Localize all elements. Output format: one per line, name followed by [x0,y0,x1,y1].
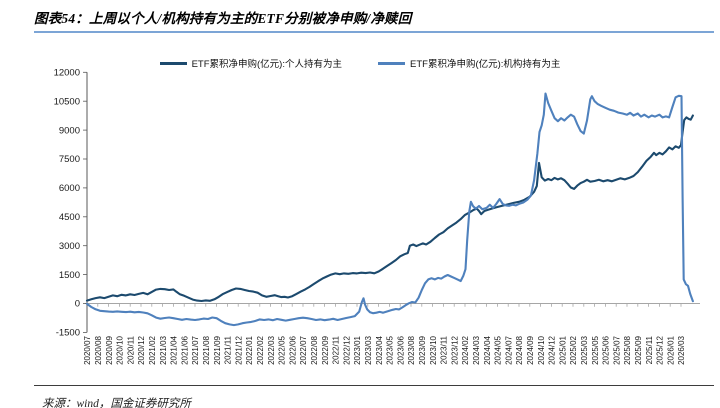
x-axis-label: 2024/08 [515,335,524,364]
x-axis-label: 2022/02 [256,335,265,364]
y-axis-label: 0 [75,299,80,310]
x-axis-label: 2023/04 [375,335,384,364]
x-axis-label: 2024/02 [461,335,470,364]
legend-label-individual: ETF累积净申购(亿元):个人持有为主 [191,59,342,70]
x-axis-label: 2025/12 [656,335,665,364]
x-axis-label: 2020/12 [137,335,146,364]
x-axis-label: 2020/10 [116,335,125,364]
series-line-individual [85,114,694,303]
series-line-institution [85,92,694,327]
x-axis-label: 2024/10 [537,335,546,364]
x-axis-label: 2022/07 [299,335,308,364]
x-axis-label: 2022/03 [267,335,276,364]
x-axis-label: 2023/05 [386,335,395,364]
x-axis-label: 2025/07 [612,335,621,364]
x-axis-label: 2020/08 [94,335,103,364]
y-axis-label: 12000 [54,68,80,79]
footer-divider [34,385,714,386]
x-axis-label: 2023/09 [418,335,427,364]
x-axis-label: 2026/03 [677,335,686,364]
x-axis-label: 2025/01 [558,335,567,364]
legend-item-institution: ETF累积净申购(亿元):机构持有为主 [378,56,560,70]
y-axis-label: 4500 [59,212,80,223]
x-axis-label: 2024/07 [504,335,513,364]
x-axis-label: 2024/09 [526,335,535,364]
x-axis-label: 2021/07 [191,335,200,364]
chart-legend: ETF累积净申购(亿元):个人持有为主 ETF累积净申购(亿元):机构持有为主 [0,56,720,70]
y-axis-label: 6000 [59,183,80,194]
x-axis-label: 2023/06 [396,335,405,364]
x-axis-label: 2020/09 [105,335,114,364]
x-axis-label: 2022/08 [310,335,319,364]
x-axis-label: 2025/06 [602,335,611,364]
y-axis-label: 7500 [59,154,80,165]
x-axis-label: 2024/04 [483,335,492,364]
legend-marker-individual [159,61,187,65]
x-axis-label: 2021/09 [213,335,222,364]
x-axis-label: 2025/11 [645,335,654,364]
x-axis-label: 2024/12 [548,335,557,364]
x-axis-label: 2022/11 [332,335,341,364]
y-axis-label: -1500 [56,328,80,339]
legend-marker-institution [378,61,405,65]
x-axis-label: 2023/11 [440,335,449,364]
x-axis-label: 2024/03 [472,335,481,364]
y-axis-label: 3000 [59,241,80,252]
x-axis-label: 2025/09 [634,335,643,364]
x-axis-label: 2023/12 [450,335,459,364]
x-axis-label: 2021/12 [234,335,243,364]
x-axis-label: 2025/02 [569,335,578,364]
y-axis-label: 9000 [59,125,80,136]
x-axis-label: 2021/02 [148,335,157,364]
x-axis-label: 2026/01 [666,335,675,364]
x-axis-label: 2023/01 [353,335,362,364]
x-axis-label: 2022/01 [245,335,254,364]
legend-item-individual: ETF累积净申购(亿元):个人持有为主 [159,56,342,70]
x-axis-label: 2022/06 [288,335,297,364]
y-axis-label: 1500 [59,270,80,281]
title-divider [34,31,714,33]
x-axis-label: 2020/11 [126,335,135,364]
figure-title: 图表54：上周以个人/机构持有为主的ETF分别被净申购/净赎回 [34,11,412,26]
x-axis-label: 2021/03 [159,335,168,364]
x-axis-label: 2025/03 [580,335,589,364]
x-axis-label: 2025/05 [591,335,600,364]
source-note: 来源：wind，国金证券研究所 [42,398,191,408]
legend-label-institution: ETF累积净申购(亿元):机构持有为主 [410,59,561,70]
x-axis-label: 2021/04 [170,335,179,364]
x-axis-label: 2023/08 [407,335,416,364]
x-axis-label: 2025/08 [623,335,632,364]
x-axis-label: 2021/11 [224,335,233,364]
x-axis-label: 2024/05 [494,335,503,364]
x-axis-label: 2020/07 [83,335,92,364]
x-axis-label: 2021/08 [202,335,211,364]
x-axis-label: 2022/05 [278,335,287,364]
x-axis-label: 2023/03 [364,335,373,364]
x-axis-label: 2023/10 [429,335,438,364]
x-axis-label: 2022/09 [321,335,330,364]
x-axis-label: 2021/06 [180,335,189,364]
x-axis-label: 2022/12 [342,335,351,364]
y-axis-label: 10500 [54,96,80,107]
